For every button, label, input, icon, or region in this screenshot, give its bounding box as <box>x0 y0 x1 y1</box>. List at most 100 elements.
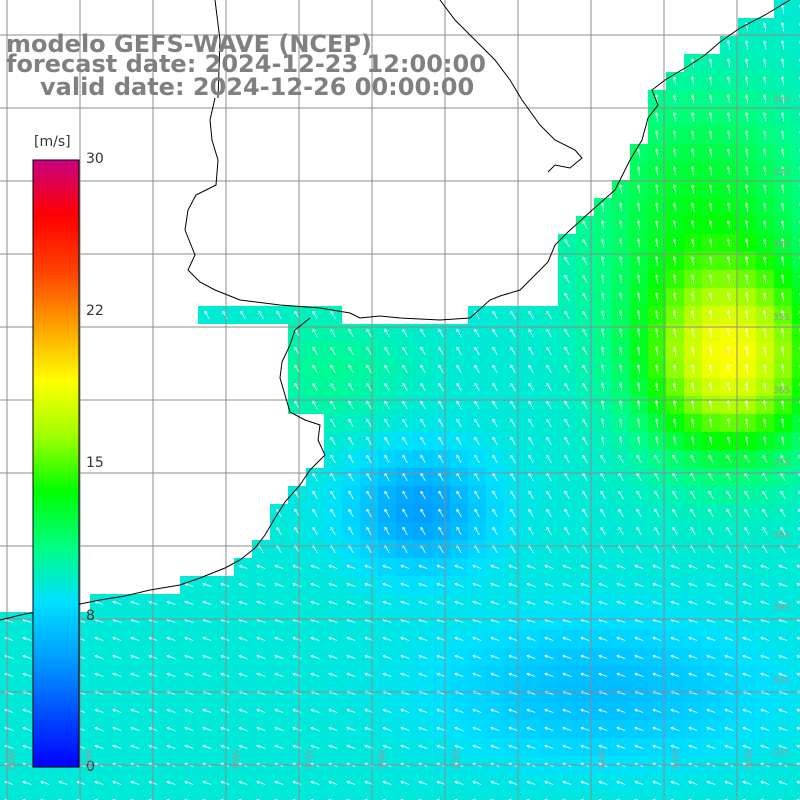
wind-arrow <box>436 672 446 677</box>
wind-arrow <box>564 490 570 500</box>
wind-arrow <box>636 364 641 374</box>
wind-arrow <box>256 780 266 785</box>
wind-arrow <box>708 58 713 68</box>
wind-arrow <box>274 744 284 749</box>
wind-arrow <box>202 672 212 677</box>
wind-arrow <box>690 220 695 230</box>
wind-arrow <box>562 654 572 659</box>
wind-arrow <box>672 418 677 428</box>
wind-arrow <box>690 130 695 140</box>
wind-arrow <box>454 582 464 587</box>
wind-arrow <box>22 744 32 749</box>
wind-arrow <box>348 454 354 464</box>
wind-arrow <box>706 654 716 659</box>
wind-arrow <box>690 418 695 428</box>
wind-speed-cell <box>648 792 666 800</box>
wind-arrow <box>654 220 659 230</box>
wind-arrow <box>726 418 731 428</box>
wind-arrow <box>238 564 248 569</box>
wind-arrow <box>310 744 320 749</box>
wind-arrow <box>366 418 372 428</box>
wind-arrow <box>40 780 50 785</box>
wind-arrow <box>220 744 230 749</box>
wind-arrow <box>456 526 462 536</box>
wind-arrow <box>618 238 623 248</box>
wind-arrow <box>706 708 716 713</box>
wind-arrow <box>672 400 677 410</box>
wind-arrow <box>762 256 767 266</box>
wind-speed-cell <box>558 792 576 800</box>
wind-arrow <box>690 400 695 410</box>
wind-speed-cell <box>792 684 800 702</box>
wind-speed-cell <box>792 702 800 720</box>
wind-arrow <box>600 382 605 392</box>
wind-arrow <box>582 328 588 338</box>
wind-arrow <box>472 564 482 569</box>
wind-arrow <box>634 582 644 587</box>
wind-arrow <box>238 654 248 659</box>
wind-arrow <box>58 780 68 785</box>
coastline-uruguay-brazil <box>184 0 791 321</box>
wind-arrow <box>672 166 677 176</box>
wind-speed-cell <box>36 792 54 800</box>
wind-arrow <box>508 600 518 605</box>
wind-arrow <box>328 672 338 677</box>
wind-arrow <box>778 564 788 569</box>
wind-arrow <box>366 454 372 464</box>
wind-arrow <box>618 490 624 500</box>
wind-arrow <box>22 708 32 713</box>
wind-arrow <box>454 636 464 641</box>
wind-arrow <box>94 708 104 713</box>
wind-arrow <box>544 600 554 605</box>
wind-arrow <box>672 508 678 518</box>
wind-arrow <box>22 780 32 785</box>
wind-arrow <box>672 238 677 248</box>
wind-arrow <box>508 654 518 659</box>
wind-arrow <box>690 166 695 176</box>
wind-arrow <box>742 582 752 587</box>
wind-arrow <box>418 582 428 587</box>
wind-arrow <box>672 328 677 338</box>
wind-arrow <box>582 526 588 536</box>
wind-arrow <box>652 582 662 587</box>
wind-arrow <box>672 130 677 140</box>
wind-arrow <box>726 400 731 410</box>
wind-speed-cell <box>792 180 800 198</box>
wind-arrow <box>598 582 608 587</box>
wind-arrow <box>708 436 713 446</box>
wind-arrow <box>780 274 785 284</box>
wind-arrow <box>564 274 570 284</box>
wind-arrow <box>742 726 752 731</box>
wind-arrow <box>616 708 626 713</box>
wind-arrow <box>490 744 500 749</box>
wind-arrow <box>760 744 770 749</box>
wind-arrow <box>438 526 444 536</box>
wind-arrow <box>672 94 677 104</box>
wind-arrow <box>382 564 392 569</box>
wind-arrow <box>184 726 194 731</box>
wind-speed-cell <box>216 792 234 800</box>
wind-arrow <box>796 582 800 586</box>
wind-arrow <box>492 364 498 374</box>
wind-arrow <box>688 672 698 677</box>
wind-arrow <box>600 202 605 212</box>
wind-arrow <box>654 292 659 302</box>
coastline <box>0 0 791 621</box>
wind-arrow <box>330 346 336 356</box>
wind-arrow <box>582 220 588 230</box>
lat-label-34s: 34S <box>773 240 791 250</box>
wind-arrow <box>166 600 176 605</box>
wind-arrow <box>238 582 248 587</box>
wind-arrow <box>382 582 392 587</box>
wind-arrow <box>238 636 248 641</box>
wind-arrow <box>546 400 552 410</box>
wind-arrow <box>618 508 624 518</box>
wind-arrow <box>760 600 770 605</box>
wind-arrow <box>726 148 731 158</box>
colorbar-tick-22: 22 <box>86 303 104 319</box>
wind-speed-cell <box>792 36 800 54</box>
wind-arrow <box>618 364 623 374</box>
wind-arrow <box>724 636 734 641</box>
wind-speed-cell <box>792 0 800 18</box>
wind-arrow <box>292 636 302 641</box>
